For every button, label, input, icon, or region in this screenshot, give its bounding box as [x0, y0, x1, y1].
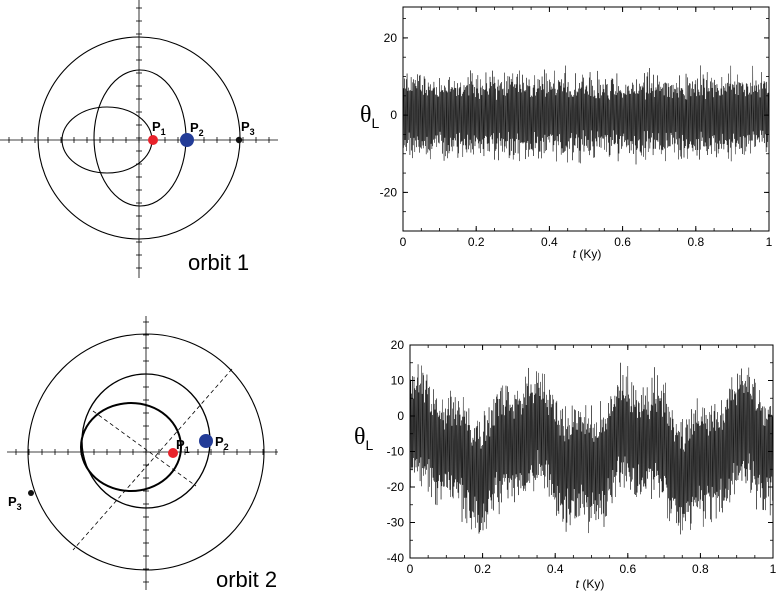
chart-2-x-tick-label: 0.8 [692, 562, 709, 576]
chart-1-x-tick-label: 1 [766, 235, 773, 249]
chart-2-y-tick-label: -30 [387, 516, 405, 530]
orbit-2-p3-dot [28, 490, 34, 496]
chart-2-x-tick-label: 1 [770, 562, 777, 576]
chart-2-y-tick-label: 0 [397, 409, 404, 423]
orbit-2-axis-ticks [15, 321, 277, 583]
chart-1-x-tick-label: 0.2 [468, 235, 485, 249]
orbit-2-outer-orbit [27, 333, 265, 571]
orbit-1-axis-ticks [8, 7, 270, 269]
orbit-2-p1-dot [168, 448, 178, 458]
orbit-2-inner-orbit [80, 402, 182, 492]
orbit-1-p3-dot [235, 136, 243, 144]
chart-2-y-tick-label: 10 [391, 374, 405, 388]
orbit-2-caption: orbit 2 [216, 567, 277, 592]
orbit-1-p3-label: P3 [241, 119, 255, 137]
orbit-2-p1-label: P1 [176, 437, 190, 455]
orbit-diagram-2: P1 P2 P3 orbit 2 [7, 316, 278, 592]
chart-2-x-tick-label: 0.6 [619, 562, 636, 576]
orbit-2-p3-sub: 3 [17, 502, 22, 512]
chart-2-y-tick-label: 20 [391, 338, 405, 352]
chart-1-y-tick-label: 20 [384, 31, 398, 45]
chart-1-y-tick-label: -20 [380, 185, 398, 199]
chart-2-series-line [409, 362, 774, 535]
orbit-1-p2-dot [180, 133, 194, 147]
chart-2-x-tick-label: 0 [407, 562, 414, 576]
chart-1-series-line [402, 65, 770, 165]
chart-1-x-tick-label: 0.6 [614, 235, 631, 249]
chart-1-y-tick-label: 0 [390, 108, 397, 122]
orbit-diagram-1: P1 P2 P3 orbit 1 [0, 0, 278, 278]
chart-1-xlabel: t (Ky) [573, 247, 602, 261]
theta-chart-1: θL t (Ky) 0 0.2 0.4 0.6 0.8 1 -20 0 20 [360, 6, 773, 261]
chart-2-xlabel: t (Ky) [576, 577, 605, 591]
chart-2-ylabel-sub: L [366, 437, 374, 453]
orbit-2-p2-label: P2 [215, 434, 229, 452]
orbit-1-p1-sub: 1 [161, 127, 166, 137]
chart-2-y-tick-label: -40 [387, 551, 405, 565]
chart-1-x-tick-label: 0.8 [687, 235, 704, 249]
orbit-2-p1-sub: 1 [185, 445, 190, 455]
chart-2-ylabel: θL [354, 424, 374, 453]
chart-2-x-tick-label: 0.2 [474, 562, 491, 576]
orbit-1-caption: orbit 1 [188, 250, 249, 275]
chart-1-ylabel: θL [360, 102, 380, 131]
orbit-2-dashed-axis-b [92, 410, 197, 487]
chart-1-x-tick-label: 0 [400, 235, 407, 249]
chart-1-x-tick-label: 0.4 [541, 235, 558, 249]
chart-2-x-tick-label: 0.4 [547, 562, 564, 576]
orbit-1-p1-label: P1 [152, 119, 166, 137]
orbit-1-p2-label: P2 [190, 120, 204, 138]
chart-2-y-tick-label: -10 [387, 445, 405, 459]
orbit-2-dashed-axis-a [72, 368, 233, 551]
orbit-2-p2-dot [199, 434, 213, 448]
chart-2-y-tick-label: -20 [387, 480, 405, 494]
orbit-1-p1-dot [148, 135, 158, 145]
orbit-1-p3-sub: 3 [250, 127, 255, 137]
chart-1-ylabel-sub: L [372, 115, 380, 131]
orbit-2-p2-sub: 2 [224, 442, 229, 452]
orbit-1-p2-sub: 2 [199, 128, 204, 138]
theta-chart-2: θL t (Ky) 0 0.2 0.4 0.6 0.8 1 20 10 0 -10 -20 -30 -4… [354, 338, 777, 591]
orbit-2-p3-label: P3 [8, 494, 22, 512]
